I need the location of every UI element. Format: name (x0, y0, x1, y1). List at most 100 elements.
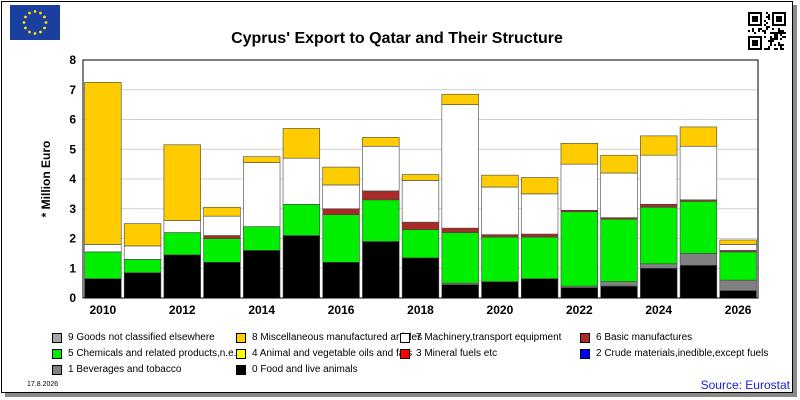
bar-segment (123, 223, 162, 247)
legend-swatch (400, 332, 410, 343)
x-tick-label: 2020 (487, 303, 514, 317)
bar-segment (322, 184, 360, 210)
bar-segment (123, 259, 162, 274)
bar-segment (243, 156, 281, 163)
bar-segment (362, 199, 400, 242)
legend-swatch (52, 364, 62, 375)
y-axis-label: * Million Euro (39, 141, 53, 218)
bar-segment (560, 163, 598, 211)
bar-segment (163, 232, 201, 256)
bar-segment (282, 203, 321, 236)
bar-segment (123, 272, 162, 299)
bar-segment (84, 82, 122, 245)
legend-label: 3 Mineral fuels etc (416, 348, 498, 359)
legend-item: 2 Crude materials,inedible,except fuels (580, 348, 768, 359)
legend-item: 4 Animal and vegetable oils and fats (236, 348, 412, 359)
bar-segment (282, 157, 321, 205)
bar-segment (322, 166, 360, 186)
bar-segment (322, 261, 360, 299)
legend-item: 8 Miscellaneous manufactured articles (236, 332, 422, 343)
legend-label: 2 Crude materials,inedible,except fuels (596, 348, 769, 359)
bar-segment (679, 145, 718, 201)
y-tick-label: 8 (69, 53, 76, 67)
bar-segment (163, 144, 201, 221)
legend-item: 7 Machinery,transport equipment (400, 332, 561, 343)
legend-swatch (52, 348, 62, 359)
bar-segment (203, 215, 241, 236)
legend-label: 5 Chemicals and related products,n.e.s. (68, 348, 245, 359)
bar-segment (441, 104, 479, 229)
bar-segment (203, 238, 241, 263)
bar-segment (640, 267, 678, 299)
bar-segment (84, 251, 122, 279)
bar-segment (203, 261, 241, 299)
legend-item: 9 Goods not classified elsewhere (52, 332, 215, 343)
bar-segment (203, 235, 241, 239)
legend-item: 3 Mineral fuels etc (400, 348, 497, 359)
bar-segment (84, 244, 122, 253)
legend-swatch (52, 332, 62, 343)
bar-segment (640, 203, 678, 208)
y-tick-label: 6 (69, 113, 76, 127)
legend-label: 4 Animal and vegetable oils and fats (252, 348, 413, 359)
bar-segment (282, 128, 321, 159)
bar-segment (481, 174, 519, 188)
y-tick-label: 1 (69, 261, 76, 275)
x-tick-label: 2016 (328, 303, 355, 317)
legend-item: 1 Beverages and tobacco (52, 364, 181, 375)
bar-segment (560, 287, 598, 299)
x-tick-label: 2024 (645, 303, 672, 317)
bar-segment (163, 254, 201, 299)
bar-segment (243, 250, 281, 299)
date-label: 17.8.2026 (27, 381, 59, 388)
bar-segment (640, 154, 678, 205)
legend-item: 6 Basic manufactures (580, 332, 692, 343)
bar-segment (679, 264, 718, 299)
legend-label: 1 Beverages and tobacco (68, 364, 182, 375)
bar-segment (481, 234, 519, 238)
legend-label: 7 Machinery,transport equipment (416, 332, 562, 343)
bar-segment (560, 143, 598, 165)
bar-segment (441, 284, 479, 299)
bar-segment (441, 232, 479, 284)
bar-segment (719, 279, 757, 291)
bar-segment (481, 186, 519, 235)
legend-label: 9 Goods not classified elsewhere (68, 332, 215, 343)
bar-segment (679, 253, 718, 266)
bar-segment (203, 206, 241, 217)
legend-swatch (236, 332, 246, 343)
legend-label: 8 Miscellaneous manufactured articles (252, 332, 423, 343)
legend-item: 5 Chemicals and related products,n.e.s. (52, 348, 244, 359)
bar-segment (520, 278, 559, 299)
bar-segment (441, 227, 479, 233)
bar-segment (719, 290, 757, 299)
bar-segment (640, 135, 678, 156)
bar-segment (560, 211, 598, 287)
bar-segment (322, 208, 360, 215)
bar-segment (362, 241, 400, 299)
bar-segment (401, 221, 440, 230)
bar-segment (600, 281, 638, 287)
bar-segment (679, 126, 718, 147)
y-tick-label: 4 (69, 172, 76, 186)
y-tick-label: 3 (69, 202, 76, 216)
bar-segment (163, 220, 201, 233)
bar-segment (243, 162, 281, 227)
bar-segment (600, 154, 638, 174)
bar-segment (362, 190, 400, 201)
bar-segment (401, 174, 440, 181)
bar-segment (719, 251, 757, 281)
bar-segment (481, 236, 519, 282)
x-tick-label: 2018 (407, 303, 434, 317)
bar-segment (282, 235, 321, 299)
bar-segment (640, 206, 678, 265)
bar-segment (679, 201, 718, 254)
bar-segment (322, 214, 360, 263)
legend-item: 0 Food and live animals (236, 364, 358, 375)
x-tick-label: 2012 (169, 303, 196, 317)
x-tick-label: 2022 (566, 303, 593, 317)
x-tick-label: 2026 (725, 303, 752, 317)
qr-code-icon (748, 12, 786, 50)
bar-segment (640, 263, 678, 269)
